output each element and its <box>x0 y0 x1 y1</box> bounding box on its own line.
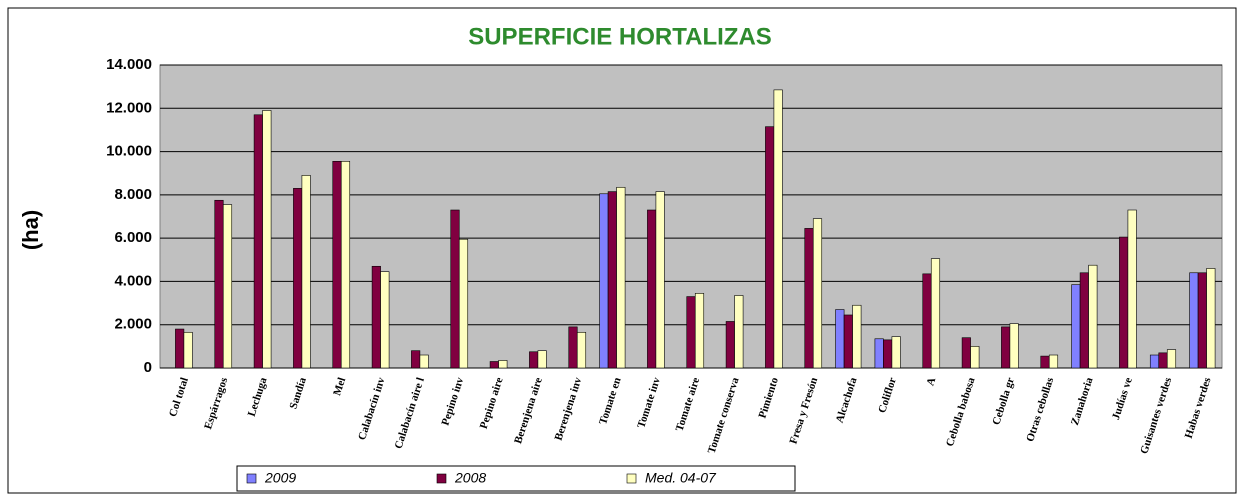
bar <box>568 326 578 369</box>
bar <box>537 350 547 369</box>
bar <box>1119 236 1129 369</box>
bar <box>970 346 980 369</box>
bar <box>835 309 845 369</box>
bar <box>1166 349 1177 369</box>
bar <box>1009 323 1019 369</box>
bar <box>599 193 609 369</box>
bar <box>734 295 744 369</box>
legend-swatch <box>246 473 257 484</box>
bar <box>1088 264 1098 369</box>
bar <box>883 339 893 369</box>
bar <box>843 314 853 369</box>
y-tick-label: 6.000 <box>114 229 152 246</box>
bar <box>253 114 263 369</box>
bar <box>1048 354 1059 369</box>
bar <box>616 186 626 369</box>
bar <box>1149 354 1160 369</box>
y-axis-label: (ha) <box>18 210 43 250</box>
bar <box>891 336 901 369</box>
bar <box>1040 355 1050 369</box>
bar <box>1189 272 1199 369</box>
bar <box>773 89 783 369</box>
bar <box>450 209 460 369</box>
bar <box>371 265 381 369</box>
bar <box>961 337 971 369</box>
bar <box>1001 326 1011 369</box>
bar <box>380 271 390 369</box>
y-tick-label: 2.000 <box>114 316 152 333</box>
bar <box>529 351 539 369</box>
bar <box>489 361 499 369</box>
bar <box>765 126 775 369</box>
bar <box>725 321 735 369</box>
y-tick-label: 10.000 <box>106 143 152 160</box>
legend-label: Med. 04-07 <box>645 470 717 486</box>
y-tick-label: 4.000 <box>114 272 152 289</box>
bar <box>340 161 351 369</box>
bar <box>262 110 272 369</box>
bar <box>1158 352 1168 369</box>
x-tick-label: A <box>924 376 938 387</box>
y-tick-label: 12.000 <box>106 99 152 116</box>
bar <box>686 296 696 369</box>
bar <box>458 238 469 369</box>
y-tick-label: 0 <box>144 359 152 376</box>
bar <box>804 228 814 369</box>
bar <box>332 161 342 369</box>
legend-swatch <box>436 473 447 484</box>
bar <box>183 331 193 369</box>
bar <box>498 360 508 369</box>
y-tick-label: 8.000 <box>114 186 152 203</box>
bar <box>419 354 429 369</box>
legend-box <box>236 465 796 492</box>
bar <box>301 175 311 369</box>
bar <box>647 209 657 369</box>
bar <box>1079 272 1089 369</box>
bar <box>812 218 823 369</box>
legend-label: 2009 <box>264 470 296 486</box>
bar <box>1127 209 1137 369</box>
bar <box>293 188 303 369</box>
legend-label: 2008 <box>454 470 486 486</box>
bar <box>655 191 665 369</box>
bar <box>852 304 862 369</box>
bar <box>694 293 705 369</box>
bar <box>175 328 185 369</box>
bar <box>930 258 941 369</box>
y-tick-label: 14.000 <box>106 56 152 73</box>
bar <box>607 191 617 369</box>
bar <box>922 273 932 369</box>
bar <box>411 350 421 369</box>
chart-title: SUPERFICIE HORTALIZAS <box>468 23 772 50</box>
bar <box>214 199 224 369</box>
bar <box>874 338 884 369</box>
bar <box>576 331 587 369</box>
x-tick-label: Mel <box>331 376 348 397</box>
bar <box>1206 268 1216 369</box>
bar <box>1071 284 1081 369</box>
bar <box>222 204 233 369</box>
bar <box>1197 272 1207 369</box>
legend-swatch <box>626 473 637 484</box>
